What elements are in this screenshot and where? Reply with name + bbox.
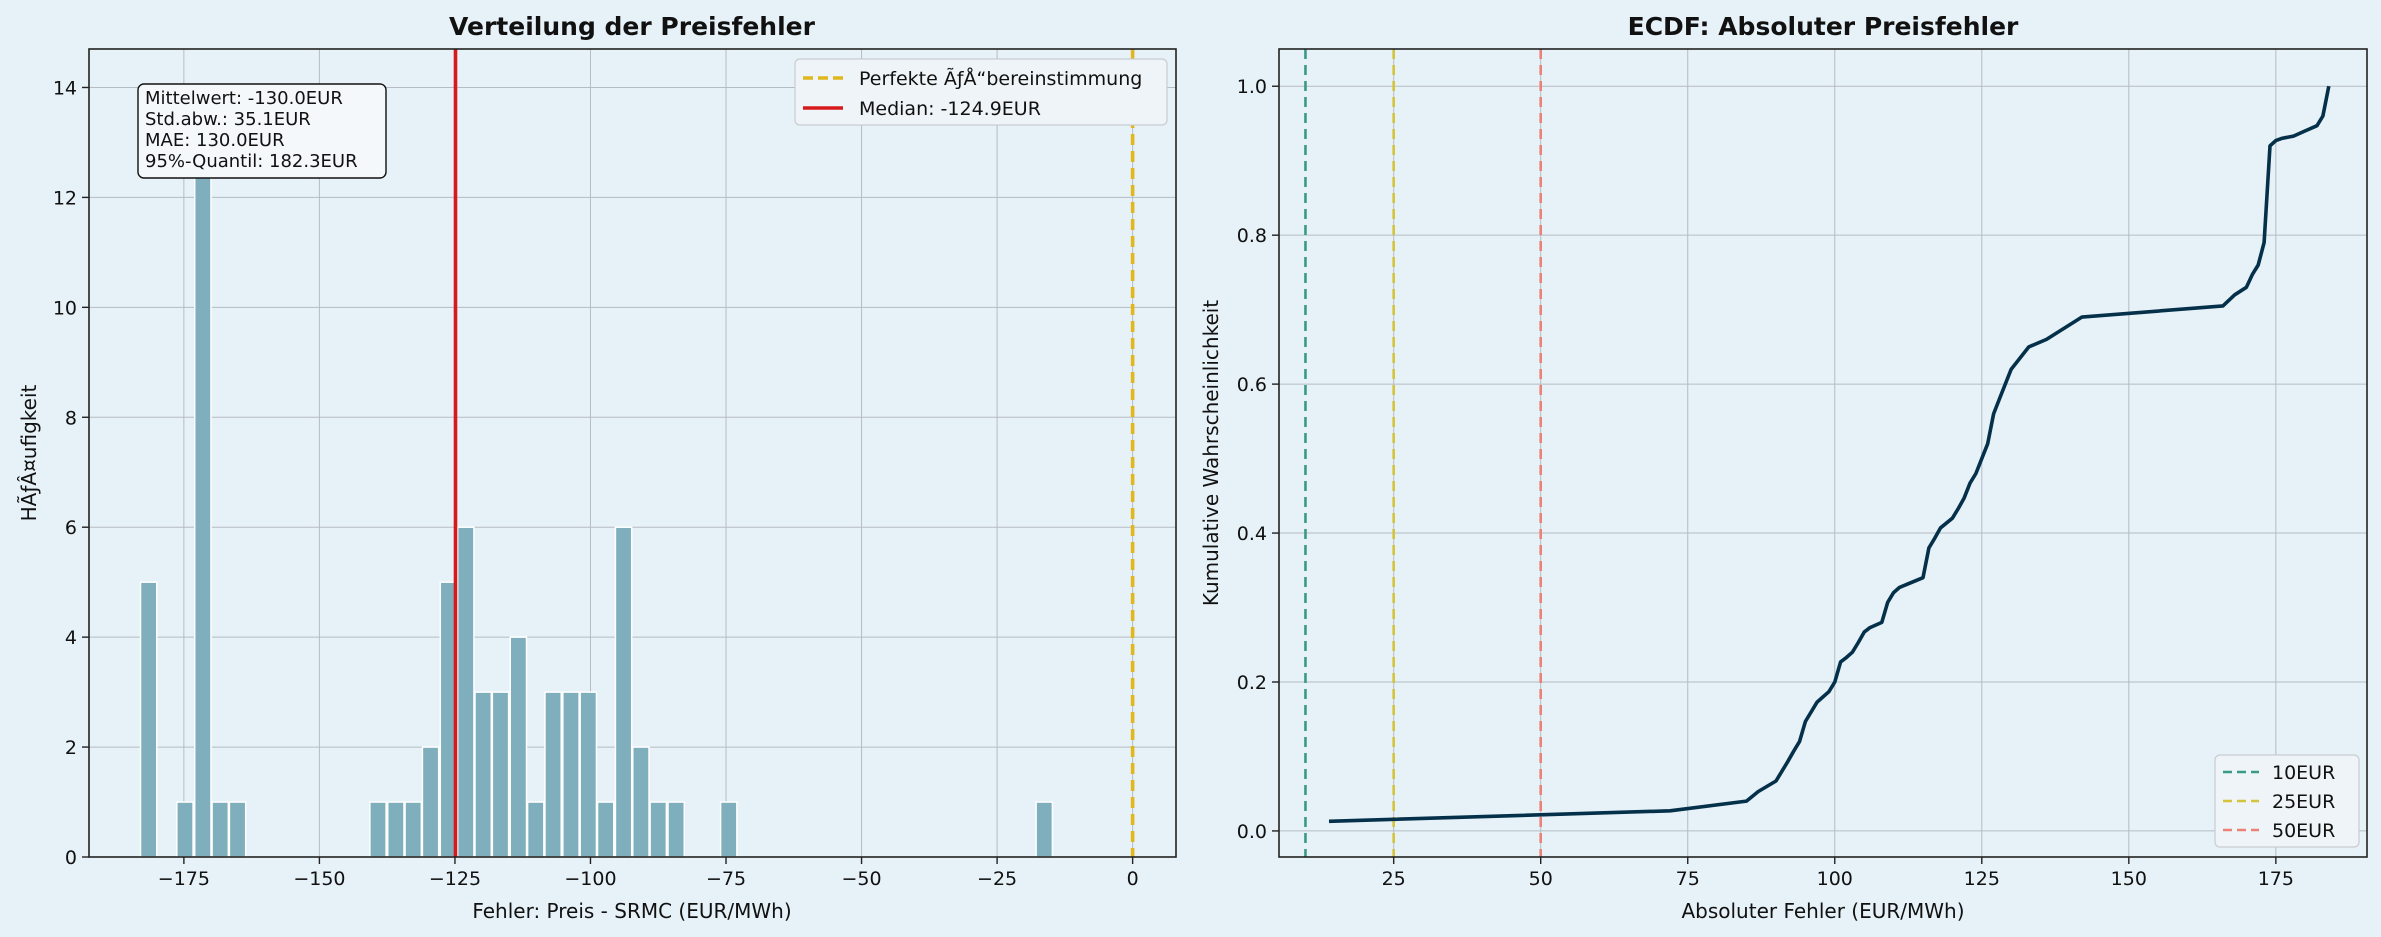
histogram-bar <box>1035 801 1054 858</box>
histogram-y-axis-label: HÃƒÂ¤ufigkeit <box>17 384 41 521</box>
histogram-x-axis-label: Fehler: Preis - SRMC (EUR/MWh) <box>472 899 791 923</box>
histogram-y-tick-label: 6 <box>65 517 77 539</box>
ecdf-x-tick-label: 50 <box>1529 868 1553 890</box>
ecdf-grid <box>1279 49 2367 857</box>
histogram-bar <box>719 801 738 858</box>
histogram-y-tick-label: 14 <box>53 77 77 99</box>
ecdf-x-tick-label: 100 <box>1817 868 1853 890</box>
histogram-bar <box>386 801 405 858</box>
histogram-x-tick-label: −75 <box>706 868 746 890</box>
histogram-axes-frame <box>88 48 1177 858</box>
ecdf-x-axis-label: Absoluter Fehler (EUR/MWh) <box>1681 899 1964 923</box>
histogram-grid <box>89 49 1176 858</box>
legend-label-10eur: 10EUR <box>2272 762 2335 784</box>
histogram-bar <box>614 526 633 858</box>
histogram-bars <box>139 141 1054 858</box>
stats-q95: 95%-Quantil: 182.3EUR <box>145 151 358 172</box>
stats-std: Std.abw.: 35.1EUR <box>145 109 311 130</box>
histogram-x-tick-label: −25 <box>977 868 1017 890</box>
ecdf-title: ECDF: Absoluter Preisfehler <box>1628 12 2019 41</box>
histogram-y-tick-label: 8 <box>65 407 77 429</box>
ecdf-legend-box <box>2214 754 2360 848</box>
histogram-bar <box>456 526 475 858</box>
histogram-bar <box>544 691 562 858</box>
histogram-bar <box>193 141 212 858</box>
ecdf-y-tick-label: 0.6 <box>1237 374 1267 396</box>
ecdf-y-tick-label: 1.0 <box>1237 76 1267 98</box>
ecdf-x-tick-label: 150 <box>2111 868 2147 890</box>
histogram-y-ticks: 0 2 4 6 8 10 12 14 <box>53 77 89 869</box>
histogram-bar <box>491 691 510 858</box>
histogram-bar <box>228 801 247 858</box>
histogram-bar <box>369 801 387 858</box>
histogram-reference-lines <box>453 49 1135 857</box>
histogram-bar <box>579 691 598 858</box>
histogram-panel: −175 −150 −125 −100 −75 −50 −25 0 0 2 4 6 8 10 12 14 V… <box>17 12 1177 923</box>
ecdf-x-tick-label: 75 <box>1676 868 1700 890</box>
histogram-x-tick-label: −175 <box>158 868 210 890</box>
ecdf-y-tick-label: 0.4 <box>1237 523 1267 545</box>
histogram-bar <box>474 691 493 858</box>
ecdf-y-tick-label: 0.8 <box>1237 225 1267 247</box>
histogram-x-ticks: −175 −150 −125 −100 −75 −50 −25 0 <box>158 857 1139 890</box>
ecdf-y-tick-label: 0.2 <box>1237 672 1267 694</box>
histogram-x-tick-label: 0 <box>1127 868 1139 890</box>
histogram-bar <box>211 801 230 858</box>
histogram-bar <box>667 801 686 858</box>
histogram-bar <box>176 801 194 858</box>
ecdf-legend: 10EUR 25EUR 50EUR <box>2214 754 2360 848</box>
histogram-title: Verteilung der Preisfehler <box>449 12 816 41</box>
ecdf-curve <box>1328 85 2331 824</box>
ecdf-axes-frame <box>1278 48 2368 858</box>
histogram-x-tick-label: −150 <box>293 868 345 890</box>
histogram-y-tick-label: 2 <box>65 737 77 759</box>
histogram-legend-box <box>794 58 1168 126</box>
histogram-x-tick-label: −125 <box>429 868 481 890</box>
histogram-bar <box>421 746 440 858</box>
histogram-y-tick-label: 12 <box>53 187 77 209</box>
histogram-bar <box>596 801 615 858</box>
histogram-bar <box>404 801 423 858</box>
histogram-bar <box>139 581 158 858</box>
histogram-y-tick-label: 0 <box>65 847 77 869</box>
stats-annotation-box: Mittelwert: -130.0EUR Std.abw.: 35.1EUR … <box>137 83 387 179</box>
ecdf-y-ticks: 0.0 0.2 0.4 0.6 0.8 1.0 <box>1237 76 1279 843</box>
ecdf-x-tick-label: 25 <box>1382 868 1406 890</box>
stats-mean: Mittelwert: -130.0EUR <box>145 88 343 109</box>
ecdf-x-tick-label: 175 <box>2258 868 2294 890</box>
ecdf-threshold-lines <box>1304 49 1543 857</box>
stats-mae: MAE: 130.0EUR <box>145 130 285 151</box>
legend-label-25eur: 25EUR <box>2272 791 2335 813</box>
histogram-bar <box>526 801 545 858</box>
ecdf-y-axis-label: Kumulative Wahrscheinlichkeit <box>1199 300 1223 606</box>
ecdf-y-tick-label: 0.0 <box>1237 821 1267 843</box>
histogram-x-tick-label: −50 <box>842 868 882 890</box>
histogram-bar <box>649 801 668 858</box>
histogram-x-tick-label: −100 <box>564 868 616 890</box>
ecdf-panel: 25 50 75 100 125 150 175 0.0 0.2 0.4 0.6 0.8 1.0 EC… <box>1199 12 2368 923</box>
legend-label-median: Median: -124.9EUR <box>859 98 1041 120</box>
histogram-y-tick-label: 10 <box>53 297 77 319</box>
legend-label-perfect-match: Perfekte ÃƒÅ“bereinstimmung <box>859 67 1142 90</box>
ecdf-x-ticks: 25 50 75 100 125 150 175 <box>1382 857 2294 890</box>
histogram-bar <box>632 746 650 858</box>
histogram-legend: Perfekte ÃƒÅ“bereinstimmung Median: -124… <box>794 58 1168 126</box>
histogram-bar <box>562 691 580 858</box>
legend-label-50eur: 50EUR <box>2272 820 2335 842</box>
histogram-y-tick-label: 4 <box>65 627 77 649</box>
ecdf-x-tick-label: 125 <box>1964 868 2000 890</box>
histogram-bar <box>509 636 528 858</box>
